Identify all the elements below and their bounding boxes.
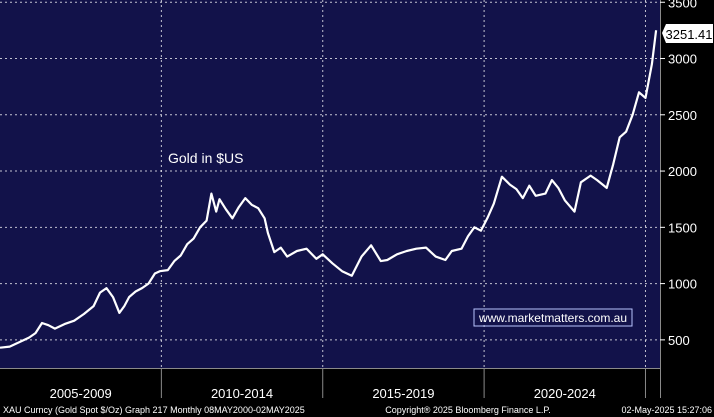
- x-period-label: 2005-2009: [50, 386, 112, 401]
- y-tick-label: 2000: [668, 164, 697, 179]
- series-annotation: Gold in $US: [168, 150, 243, 166]
- x-period-axis: 2005-2009 2010-2014 2015-2019 2020-2024: [0, 0, 661, 401]
- gold-price-line: [0, 30, 658, 349]
- y-tick-label: 3000: [668, 52, 697, 67]
- y-tick-label: 1000: [668, 277, 697, 292]
- x-period-label: 2020-2024: [534, 386, 596, 401]
- watermark-box: [473, 308, 633, 327]
- y-tick-label: 500: [668, 333, 690, 348]
- footer-right-text: 02-May-2025 15:27:06: [621, 405, 712, 415]
- y-axis: 500 1000 1500 2000 2500 3000 3500: [660, 0, 697, 348]
- y-tick-label: 1500: [668, 220, 697, 235]
- watermark-text: www.marketmatters.com.au: [478, 311, 627, 325]
- x-period-label: 2010-2014: [211, 386, 273, 401]
- last-value-label: 3251.41: [666, 27, 713, 42]
- grid-lines: [0, 0, 660, 368]
- footer-left-text: XAU Curncy (Gold Spot $/Oz) Graph 217 Mo…: [3, 405, 305, 415]
- x-period-label: 2015-2019: [372, 386, 434, 401]
- last-value-tag: 3251.41: [662, 24, 713, 43]
- y-tick-label: 2500: [668, 108, 697, 123]
- footer-center-text: Copyright® 2025 Bloomberg Finance L.P.: [385, 405, 551, 415]
- y-tick-label: 3500: [668, 0, 697, 10]
